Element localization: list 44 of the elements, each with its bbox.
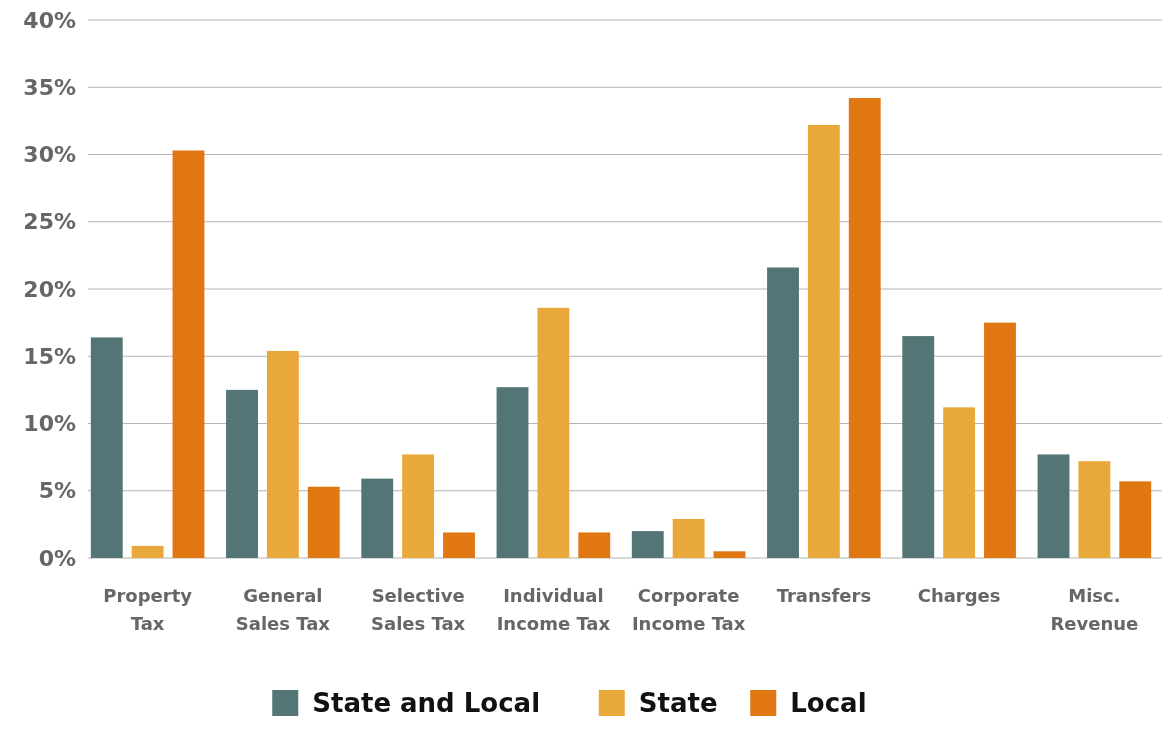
- bar: [496, 387, 529, 558]
- bar: [848, 98, 881, 558]
- bar: [266, 350, 299, 558]
- y-tick-label: 25%: [23, 209, 76, 235]
- legend-label: Local: [790, 688, 867, 719]
- bar: [361, 478, 394, 558]
- bar: [902, 336, 935, 558]
- legend-label: State and Local: [312, 688, 541, 719]
- x-tick-label: General Sales Tax: [235, 585, 331, 634]
- y-tick-label: 30%: [23, 142, 76, 168]
- bar: [767, 267, 799, 558]
- y-tick-label: 5%: [38, 478, 76, 504]
- x-tick-label: Selective Sales Tax: [371, 585, 466, 634]
- bar: [402, 454, 435, 558]
- y-tick-label: 0%: [38, 545, 76, 571]
- bar: [631, 531, 664, 558]
- legend-label: State: [638, 688, 718, 719]
- y-tick-label: 20%: [23, 276, 76, 302]
- x-tick-label: Property Tax: [103, 585, 193, 634]
- bar: [984, 322, 1016, 558]
- bar: [537, 307, 570, 558]
- bar: [807, 124, 840, 558]
- bar: [90, 337, 123, 558]
- x-tick-label: Transfers: [776, 585, 872, 606]
- bar: [1119, 481, 1152, 558]
- bar: [943, 407, 976, 558]
- bar: [443, 532, 475, 558]
- x-tick-label: Charges: [917, 585, 1001, 606]
- y-tick-label: 40%: [23, 7, 76, 33]
- x-tick-label: Corporate Income Tax: [631, 585, 746, 634]
- bar: [578, 532, 611, 558]
- bar: [307, 486, 340, 558]
- bar: [226, 389, 258, 558]
- bar: [713, 551, 746, 558]
- x-tick-label: Misc. Revenue: [1050, 585, 1139, 634]
- y-tick-label: 10%: [23, 411, 76, 437]
- y-tick-label: 15%: [23, 343, 76, 369]
- bar: [172, 150, 205, 558]
- bar: [1037, 454, 1070, 558]
- y-tick-label: 35%: [23, 74, 76, 100]
- bar: [672, 519, 705, 558]
- bar: [1078, 461, 1111, 558]
- x-tick-label: Individual Income Tax: [496, 585, 611, 634]
- bar: [131, 545, 164, 558]
